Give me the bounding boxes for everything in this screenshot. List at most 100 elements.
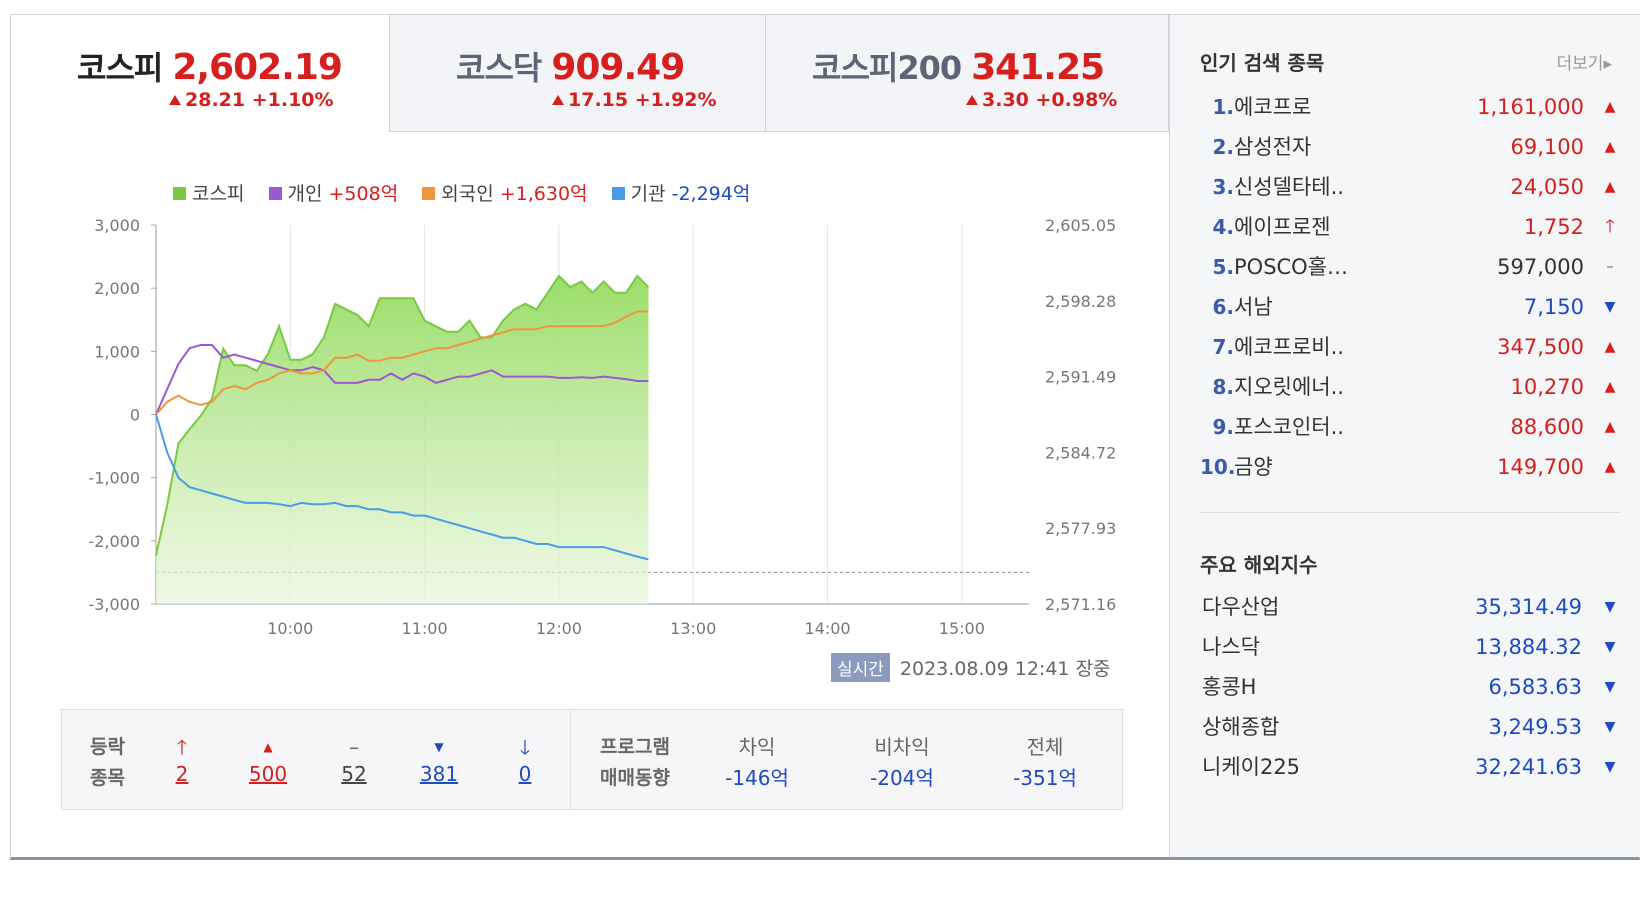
- stock-name[interactable]: 서남: [1234, 295, 1273, 319]
- rank-number: 2.: [1212, 135, 1234, 159]
- tab-name: 코스피: [77, 49, 163, 87]
- index-name[interactable]: 니케이225: [1202, 755, 1301, 779]
- x-tick-label: 15:00: [939, 619, 985, 638]
- down-count[interactable]: ▼ 381: [409, 732, 469, 786]
- y-left-tick-label: 0: [130, 406, 140, 425]
- y-right-tick-label: 2,577.93: [1045, 519, 1116, 538]
- y-right-tick-label: 2,571.16: [1045, 595, 1116, 614]
- index-price: 13,884.32: [1475, 635, 1582, 659]
- stock-name[interactable]: 에코프로: [1234, 95, 1312, 119]
- up-triangle-icon: [169, 95, 181, 105]
- rank-number: 4.: [1212, 215, 1234, 239]
- flat-count[interactable]: –52: [324, 732, 384, 786]
- index-name[interactable]: 홍콩H: [1202, 675, 1257, 699]
- up-triangle-icon: ▲: [1604, 379, 1616, 395]
- up-triangle-icon: ▲: [1604, 179, 1616, 195]
- list-item[interactable]: 2. 삼성전자 69,100 ▲: [1200, 127, 1620, 167]
- realtime-badge: 실시간: [831, 653, 890, 682]
- y-right-tick-label: 2,591.49: [1045, 368, 1116, 387]
- tab-change: 3.30 +0.98%: [966, 89, 1168, 111]
- index-price: 32,241.63: [1475, 755, 1582, 779]
- index-name[interactable]: 상해종합: [1202, 715, 1280, 739]
- list-item[interactable]: 다우산업 35,314.49 ▼: [1200, 587, 1620, 627]
- stock-price: 24,050: [1510, 175, 1584, 199]
- stock-price: 1,752: [1523, 215, 1584, 239]
- stock-name[interactable]: 금양: [1234, 455, 1273, 479]
- list-item[interactable]: 3. 신성델타테.. 24,050 ▲: [1200, 167, 1620, 207]
- program-label: 프로그램 매매동향: [600, 736, 670, 789]
- legend-individual: 개인 +508억: [268, 179, 398, 206]
- stock-name[interactable]: 지오릿에너..: [1234, 375, 1344, 399]
- more-link[interactable]: 더보기▸: [1556, 54, 1612, 74]
- tab-kosdaq[interactable]: 코스닥 909.49 17.15 +1.92%: [389, 15, 765, 132]
- rank-number: 9.: [1212, 415, 1234, 439]
- market-widget: 코스피 2,602.19 28.21 +1.10% 코스닥 909.49 17.15…: [10, 14, 1640, 860]
- series-line-외국인: [155, 310, 649, 416]
- tab-value: 2,602.19: [172, 47, 343, 88]
- popular-list: 1. 에코프로 1,161,000 ▲ 2. 삼성전자 69,100 ▲ 3. 신성델타테.. 24…: [1200, 87, 1620, 487]
- y-right-tick-label: 2,598.28: [1045, 292, 1116, 311]
- legend-swatch: [611, 187, 625, 200]
- upper-limit-arrow-icon: 🡑: [1605, 216, 1615, 237]
- breadth-summary: 등락 종목 🡑 2 ▲ 500 –52 ▼ 381 🡓 0 프로그램 매매동향 차익 -146…: [61, 709, 1123, 810]
- down-triangle-icon: ▼: [1604, 639, 1616, 655]
- lower-limit-arrow-icon: 🡓: [519, 735, 531, 759]
- list-item[interactable]: 7. 에코프로비.. 347,500 ▲: [1200, 327, 1620, 367]
- x-tick-label: 14:00: [804, 619, 850, 638]
- index-name[interactable]: 나스닥: [1202, 635, 1260, 659]
- list-item[interactable]: 상해종합 3,249.53 ▼: [1200, 707, 1620, 747]
- stock-price: 597,000: [1497, 255, 1584, 279]
- stock-name[interactable]: 신성델타테..: [1234, 175, 1344, 199]
- tab-kospi200[interactable]: 코스피200 341.25 3.30 +0.98%: [765, 15, 1169, 132]
- up-triangle-icon: ▲: [1604, 139, 1616, 155]
- y-left-tick-label: 3,000: [94, 216, 140, 235]
- rank-number: 3.: [1212, 175, 1234, 199]
- stock-name[interactable]: 삼성전자: [1234, 135, 1312, 159]
- realtime-time: 2023.08.09 12:41: [899, 658, 1070, 680]
- up-triangle-icon: ▲: [1604, 99, 1616, 115]
- divider: [570, 710, 571, 809]
- list-item[interactable]: 8. 지오릿에너.. 10,270 ▲: [1200, 367, 1620, 407]
- list-item[interactable]: 5. POSCO홀… 597,000 –: [1200, 247, 1620, 287]
- side-panel: 인기 검색 종목 더보기▸ 1. 에코프로 1,161,000 ▲ 2. 삼성전자 69,1…: [1169, 15, 1640, 857]
- stock-name[interactable]: POSCO홀…: [1234, 255, 1349, 279]
- tab-value: 909.49: [551, 47, 685, 88]
- legend-foreign: 외국인 +1,630억: [422, 179, 588, 206]
- stock-name[interactable]: 포스코인터..: [1234, 415, 1344, 439]
- x-tick-label: 10:00: [267, 619, 313, 638]
- legend-institution: 기관 -2,294억: [611, 179, 750, 206]
- list-item[interactable]: 홍콩H 6,583.63 ▼: [1200, 667, 1620, 707]
- stock-name[interactable]: 에코프로비..: [1234, 335, 1344, 359]
- down-triangle-icon: ▼: [1604, 299, 1616, 315]
- list-item[interactable]: 9. 포스코인터.. 88,600 ▲: [1200, 407, 1620, 447]
- upper-limit-count[interactable]: 🡑 2: [152, 732, 212, 786]
- rank-number: 6.: [1212, 295, 1234, 319]
- list-item[interactable]: 나스닥 13,884.32 ▼: [1200, 627, 1620, 667]
- stock-name[interactable]: 에이프로젠: [1234, 215, 1331, 239]
- stock-price: 88,600: [1510, 415, 1584, 439]
- down-triangle-icon: ▼: [1604, 599, 1616, 615]
- list-item[interactable]: 니케이225 32,241.63 ▼: [1200, 747, 1620, 787]
- series-line-코스피: [155, 274, 650, 556]
- list-item[interactable]: 6. 서남 7,150 ▼: [1200, 287, 1620, 327]
- tab-kospi[interactable]: 코스피 2,602.19 28.21 +1.10%: [11, 15, 389, 132]
- lower-limit-count[interactable]: 🡓 0: [495, 732, 555, 786]
- y-left-tick-label: -3,000: [88, 595, 140, 614]
- tab-name: 코스피200: [812, 49, 962, 87]
- rank-number: 8.: [1212, 375, 1234, 399]
- down-triangle-icon: ▼: [1604, 679, 1616, 695]
- list-item[interactable]: 4. 에이프로젠 1,752 🡑: [1200, 207, 1620, 247]
- stock-price: 69,100: [1510, 135, 1584, 159]
- series-line-개인: [155, 344, 649, 415]
- up-count[interactable]: ▲ 500: [238, 732, 298, 786]
- y-left-tick-label: 2,000: [94, 279, 140, 298]
- series-line-기관: [155, 414, 649, 561]
- popular-title: 인기 검색 종목: [1200, 51, 1325, 75]
- realtime-info: 실시간 2023.08.09 12:41 장중: [831, 653, 1111, 682]
- up-triangle-icon: ▲: [1604, 459, 1616, 475]
- list-item[interactable]: 1. 에코프로 1,161,000 ▲: [1200, 87, 1620, 127]
- list-item[interactable]: 10. 금양 149,700 ▲: [1200, 447, 1620, 487]
- index-panel: 코스피 2,602.19 28.21 +1.10% 코스닥 909.49 17.15…: [11, 15, 1169, 857]
- index-name[interactable]: 다우산업: [1202, 595, 1280, 619]
- index-tabs: 코스피 2,602.19 28.21 +1.10% 코스닥 909.49 17.15…: [11, 15, 1169, 132]
